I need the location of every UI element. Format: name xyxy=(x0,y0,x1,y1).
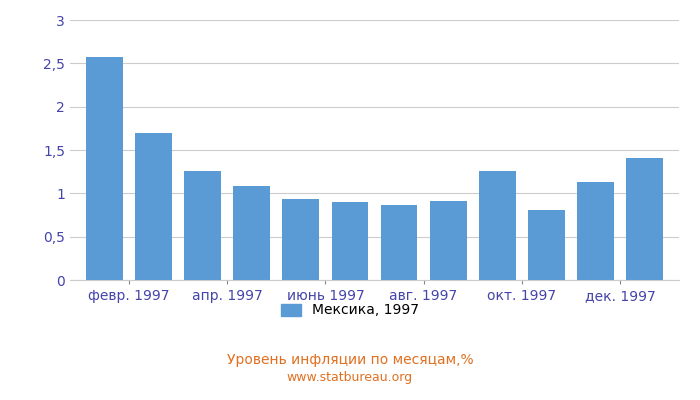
Bar xyxy=(577,182,614,280)
Bar xyxy=(86,57,122,280)
Bar xyxy=(184,171,221,280)
Bar xyxy=(135,133,172,280)
Bar xyxy=(626,158,663,280)
Text: www.statbureau.org: www.statbureau.org xyxy=(287,372,413,384)
Text: Уровень инфляции по месяцам,%: Уровень инфляции по месяцам,% xyxy=(227,353,473,367)
Bar xyxy=(528,210,565,280)
Bar xyxy=(332,202,368,280)
Bar xyxy=(430,201,467,280)
Bar xyxy=(282,199,319,280)
Legend: Мексика, 1997: Мексика, 1997 xyxy=(275,298,425,323)
Bar xyxy=(233,186,270,280)
Bar xyxy=(479,171,516,280)
Bar xyxy=(381,204,417,280)
